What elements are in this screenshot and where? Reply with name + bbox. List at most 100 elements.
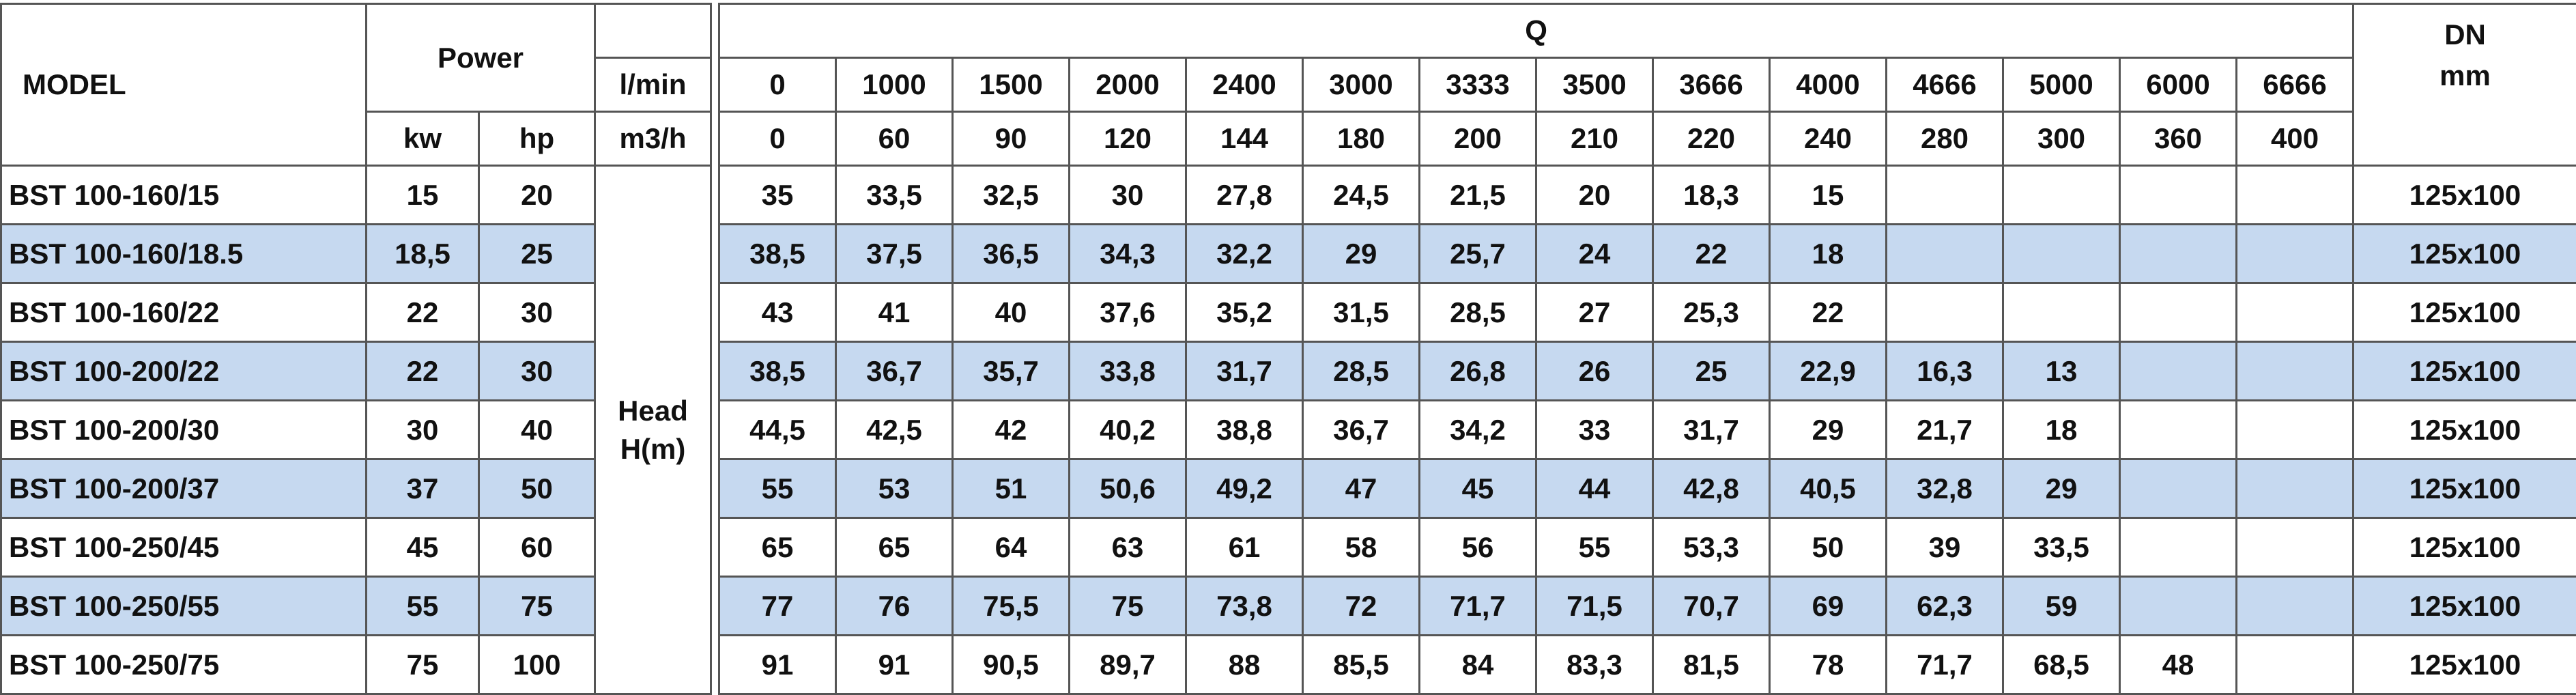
empty-cell xyxy=(2237,283,2353,342)
hp-header-text: hp xyxy=(519,122,554,154)
head-value: 37,6 xyxy=(1070,283,1186,342)
head-value-text: 31,5 xyxy=(1333,296,1389,328)
head-value-text: 90,5 xyxy=(983,649,1039,681)
head-value-text: 71,7 xyxy=(1450,590,1506,622)
head-value-text: 37,5 xyxy=(866,238,922,270)
flow-lmin: 1500 xyxy=(953,58,1070,112)
model-header: MODEL xyxy=(1,4,367,166)
head-value-text: 56 xyxy=(1462,531,1494,563)
head-value: 50,6 xyxy=(1070,459,1186,518)
head-value-text: 31,7 xyxy=(1216,355,1272,387)
head-value: 36,7 xyxy=(836,342,953,401)
flow-unit: l/min xyxy=(595,58,711,112)
head-value: 69 xyxy=(1770,577,1887,636)
head-value: 63 xyxy=(1070,518,1186,577)
head-value-text: 37,6 xyxy=(1100,296,1156,328)
head-value-text: 42,5 xyxy=(866,414,922,446)
head-value: 75,5 xyxy=(953,577,1070,636)
head-value: 35,2 xyxy=(1186,283,1303,342)
head-value-text: 77 xyxy=(762,590,794,622)
dn-value: 125x100 xyxy=(2353,225,2576,283)
head-value: 22 xyxy=(1653,225,1770,283)
head-value-text: 36,7 xyxy=(1333,414,1389,446)
head-value-text: 65 xyxy=(878,531,911,563)
dn-value-text: 125x100 xyxy=(2409,238,2521,270)
model-name: BST 100-200/37 xyxy=(1,459,367,518)
head-value: 24,5 xyxy=(1303,166,1420,225)
flow-lmin-text: 1000 xyxy=(862,68,926,100)
q-header: Q xyxy=(719,4,2353,58)
head-value-text: 42 xyxy=(995,414,1027,446)
head-value-text: 89,7 xyxy=(1100,649,1156,681)
head-value: 90,5 xyxy=(953,636,1070,694)
head-value-text: 50,6 xyxy=(1100,472,1156,505)
model-name: BST 100-200/30 xyxy=(1,401,367,459)
head-value: 62,3 xyxy=(1887,577,2003,636)
flow-lmin: 2400 xyxy=(1186,58,1303,112)
head-value: 45 xyxy=(1420,459,1536,518)
head-value: 51 xyxy=(953,459,1070,518)
flow-m3h: 360 xyxy=(2120,112,2237,166)
head-value: 58 xyxy=(1303,518,1420,577)
power-header: Power xyxy=(367,4,595,112)
flow-lmin-text: 3000 xyxy=(1329,68,1392,100)
flow-m3h: 210 xyxy=(1536,112,1653,166)
flow-lmin: 6666 xyxy=(2237,58,2353,112)
kw-value-text: 55 xyxy=(407,590,439,622)
head-value-text: 65 xyxy=(762,531,794,563)
empty-cell xyxy=(2237,342,2353,401)
model-name-text: BST 100-160/18.5 xyxy=(9,238,243,270)
head-value-text: 61 xyxy=(1229,531,1261,563)
flow-lmin-text: 2400 xyxy=(1212,68,1276,100)
head-value: 35,7 xyxy=(953,342,1070,401)
head-value: 36,7 xyxy=(1303,401,1420,459)
kw-value: 15 xyxy=(367,166,479,225)
flow-lmin: 4666 xyxy=(1887,58,2003,112)
head-value-text: 71,5 xyxy=(1566,590,1622,622)
head-value-text: 32,5 xyxy=(983,179,1039,211)
head-value: 40,2 xyxy=(1070,401,1186,459)
head-value-text: 34,3 xyxy=(1100,238,1156,270)
head-value: 18 xyxy=(1770,225,1887,283)
head-value: 42,5 xyxy=(836,401,953,459)
hp-value: 25 xyxy=(479,225,595,283)
head-value: 18 xyxy=(2003,401,2120,459)
head-value: 65 xyxy=(719,518,836,577)
flow-lmin: 0 xyxy=(719,58,836,112)
head-value-text: 91 xyxy=(878,649,911,681)
flow-m3h-text: 300 xyxy=(2037,122,2085,154)
head-value-text: 55 xyxy=(1579,531,1611,563)
dn-value-text: 125x100 xyxy=(2409,531,2521,563)
head-value: 16,3 xyxy=(1887,342,2003,401)
kw-value-text: 37 xyxy=(407,472,439,505)
head-value: 40,5 xyxy=(1770,459,1887,518)
head-value: 64 xyxy=(953,518,1070,577)
head-value-text: 21,7 xyxy=(1917,414,1973,446)
head-value-text: 38,5 xyxy=(749,238,805,270)
dn-header-text: DN xyxy=(2444,18,2486,51)
dn-value: 125x100 xyxy=(2353,401,2576,459)
head-value-text: 64 xyxy=(995,531,1027,563)
head-value: 28,5 xyxy=(1303,342,1420,401)
flow-lmin: 6000 xyxy=(2120,58,2237,112)
model-name-text: BST 100-200/22 xyxy=(9,355,219,387)
spacer xyxy=(711,4,719,694)
kw-value: 45 xyxy=(367,518,479,577)
head-value: 78 xyxy=(1770,636,1887,694)
head-value-text: 26 xyxy=(1579,355,1611,387)
empty-cell xyxy=(2120,518,2237,577)
head-value-text: 53 xyxy=(878,472,911,505)
flow-m3h: 220 xyxy=(1653,112,1770,166)
dn-value: 125x100 xyxy=(2353,577,2576,636)
flow-m3h-text: 360 xyxy=(2154,122,2202,154)
head-value-text: 24,5 xyxy=(1333,179,1389,211)
dn-value-text: 125x100 xyxy=(2409,472,2521,505)
flow-lmin: 3500 xyxy=(1536,58,1653,112)
flow-lmin-text: 0 xyxy=(769,68,785,100)
kw-value-text: 18,5 xyxy=(395,238,450,270)
model-name: BST 100-250/45 xyxy=(1,518,367,577)
